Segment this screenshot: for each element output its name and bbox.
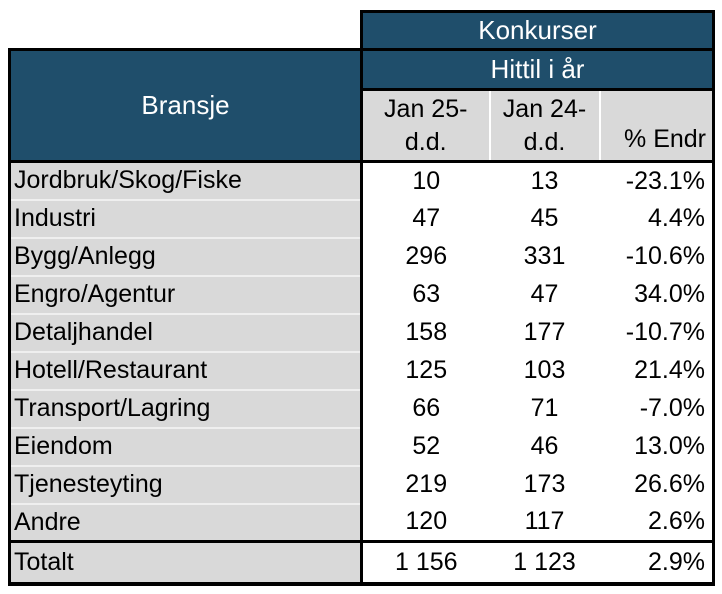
cell-jan25: 47 bbox=[361, 199, 490, 238]
total-label: Totalt bbox=[8, 541, 363, 586]
title-row: Konkurser bbox=[9, 10, 715, 51]
total-jan24: 1 123 bbox=[489, 541, 600, 586]
total-pct-endr: 2.9% bbox=[599, 541, 715, 586]
cell-pct-endr: 4.4% bbox=[599, 199, 715, 238]
row-label: Andre bbox=[8, 503, 363, 543]
cell-jan25: 120 bbox=[361, 503, 490, 543]
col-header-jan24-line2: d.d. bbox=[523, 127, 566, 156]
col-header-pct-endr-label: % Endr bbox=[624, 124, 706, 153]
cell-jan25: 10 bbox=[361, 161, 490, 200]
cell-jan25: 296 bbox=[361, 237, 490, 276]
table-body: Jordbruk/Skog/Fiske 10 13 -23.1% Industri 47 4… bbox=[8, 161, 715, 543]
cell-jan24: 13 bbox=[489, 161, 600, 200]
table-row: Bygg/Anlegg 296 331 -10.6% bbox=[8, 237, 715, 277]
cell-jan24: 177 bbox=[489, 313, 600, 352]
column-header-row: Jan 25- d.d. Jan 24- d.d. % Endr bbox=[10, 88, 715, 163]
table-row: Industri 47 45 4.4% bbox=[8, 199, 715, 239]
table-row: Andre 120 117 2.6% bbox=[8, 503, 715, 543]
cell-pct-endr: 34.0% bbox=[599, 275, 715, 314]
row-label: Industri bbox=[8, 199, 363, 239]
row-label: Bygg/Anlegg bbox=[8, 237, 363, 277]
empty-corner-cell bbox=[9, 11, 362, 50]
cell-pct-endr: 21.4% bbox=[599, 351, 715, 390]
row-header-bransje: Bransje bbox=[8, 48, 363, 163]
table-row: Tjenesteyting 219 173 26.6% bbox=[8, 465, 715, 505]
col-header-jan25-line1: Jan 25- bbox=[384, 95, 468, 123]
row-label: Transport/Lagring bbox=[8, 389, 363, 429]
cell-jan24: 47 bbox=[489, 275, 600, 314]
table-row: Jordbruk/Skog/Fiske 10 13 -23.1% bbox=[8, 161, 715, 201]
table-row: Transport/Lagring 66 71 -7.0% bbox=[8, 389, 715, 429]
table-row: Eiendom 52 46 13.0% bbox=[8, 427, 715, 467]
col-header-jan24: Jan 24- d.d. bbox=[488, 88, 600, 163]
subtitle-row: Bransje Hittil i år bbox=[8, 48, 715, 163]
cell-jan24: 117 bbox=[489, 503, 600, 543]
total-jan25: 1 156 bbox=[361, 541, 490, 586]
table-title: Konkurser bbox=[360, 10, 715, 51]
cell-jan24: 45 bbox=[489, 199, 600, 238]
cell-jan24: 46 bbox=[489, 427, 600, 466]
row-label: Engro/Agentur bbox=[8, 275, 363, 315]
col-header-jan25-line2: d.d. bbox=[404, 127, 447, 156]
col-header-jan25: Jan 25- d.d. bbox=[361, 88, 490, 163]
cell-jan24: 103 bbox=[489, 351, 600, 390]
row-label: Eiendom bbox=[8, 427, 363, 467]
row-label: Hotell/Restaurant bbox=[8, 351, 363, 391]
cell-pct-endr: -7.0% bbox=[599, 389, 715, 428]
cell-pct-endr: -10.6% bbox=[599, 237, 715, 276]
col-header-jan24-line1: Jan 24- bbox=[502, 95, 587, 123]
col-header-pct-endr: % Endr bbox=[598, 88, 715, 163]
row-label: Tjenesteyting bbox=[8, 465, 363, 505]
cell-pct-endr: 2.6% bbox=[599, 503, 715, 543]
cell-jan24: 71 bbox=[489, 389, 600, 428]
cell-jan25: 66 bbox=[361, 389, 490, 428]
cell-pct-endr: 26.6% bbox=[599, 465, 715, 504]
cell-pct-endr: 13.0% bbox=[599, 427, 715, 466]
row-label: Detaljhandel bbox=[8, 313, 363, 353]
total-row: Totalt 1 156 1 123 2.9% bbox=[8, 541, 715, 586]
table-row: Detaljhandel 158 177 -10.7% bbox=[8, 313, 715, 353]
cell-jan24: 173 bbox=[489, 465, 600, 504]
cell-jan25: 63 bbox=[361, 275, 490, 314]
konkurser-table: Konkurser Bransje Hittil i år Jan 25- d.… bbox=[8, 10, 715, 586]
cell-jan25: 125 bbox=[361, 351, 490, 390]
table-row: Engro/Agentur 63 47 34.0% bbox=[8, 275, 715, 315]
table-subtitle: Hittil i år bbox=[360, 48, 715, 91]
cell-jan25: 158 bbox=[361, 313, 490, 352]
row-label: Jordbruk/Skog/Fiske bbox=[8, 161, 363, 201]
cell-jan25: 52 bbox=[361, 427, 490, 466]
cell-jan24: 331 bbox=[489, 237, 600, 276]
cell-jan25: 219 bbox=[361, 465, 490, 504]
cell-pct-endr: -10.7% bbox=[599, 313, 715, 352]
cell-pct-endr: -23.1% bbox=[599, 161, 715, 200]
table-row: Hotell/Restaurant 125 103 21.4% bbox=[8, 351, 715, 391]
